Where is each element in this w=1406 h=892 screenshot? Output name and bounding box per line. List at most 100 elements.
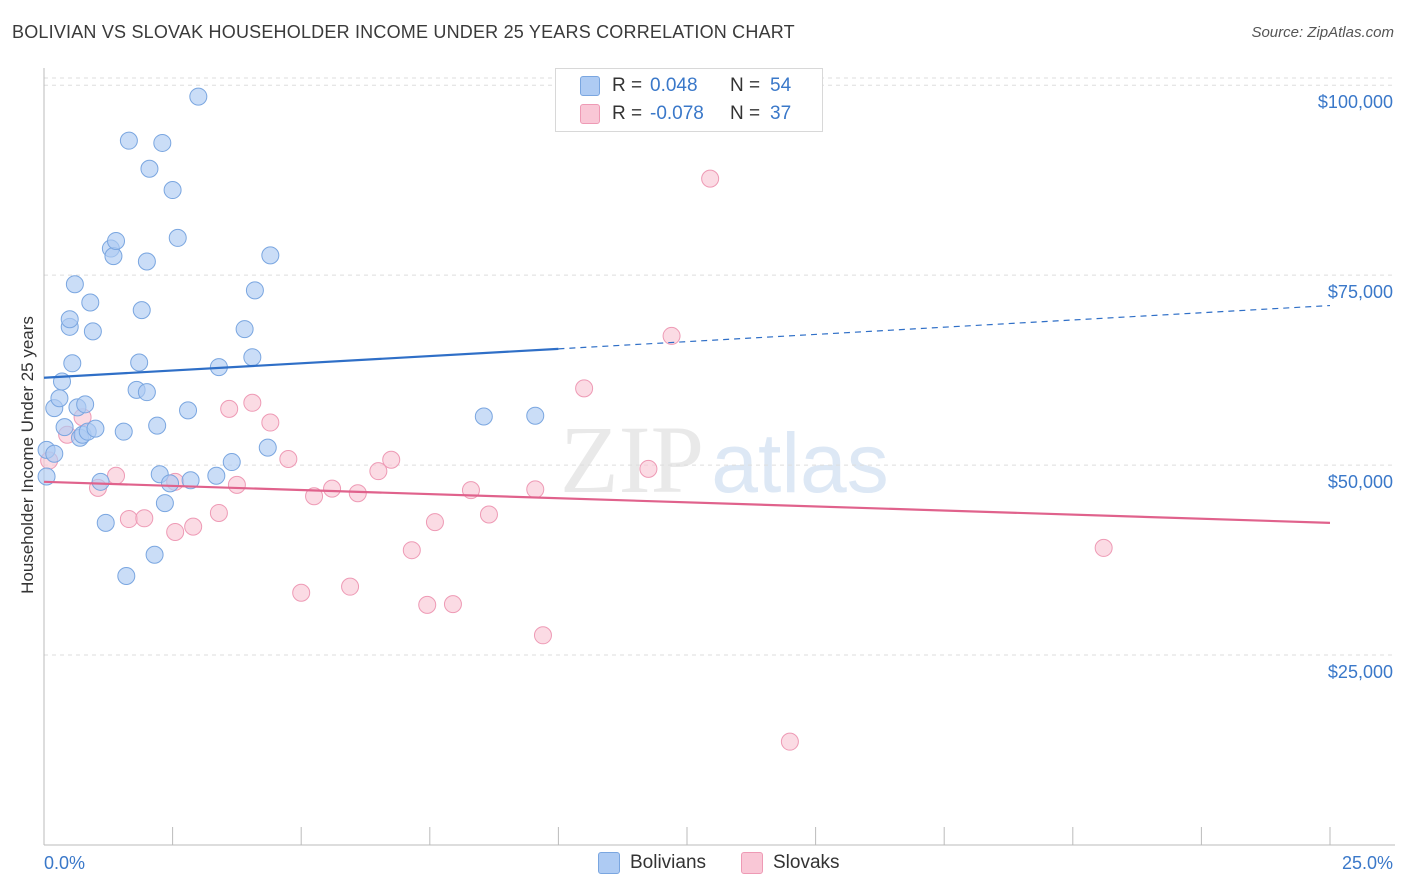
tick-labels: $25,000 $50,000 $75,000 $100,000 0.0% 25.0% xyxy=(44,92,1393,873)
bolivians-trend-line xyxy=(43,347,559,379)
x-tick-label: 25.0% xyxy=(1342,853,1393,873)
bolivian-point xyxy=(50,389,69,408)
bolivian-point xyxy=(86,419,105,438)
y-tick-label: $50,000 xyxy=(1328,472,1393,492)
bolivian-point xyxy=(189,87,208,106)
r-value: -0.078 xyxy=(650,103,704,124)
x-tick-label: 0.0% xyxy=(44,853,85,873)
bolivian-point xyxy=(168,228,187,247)
legend-label-bolivians: Bolivians xyxy=(630,852,707,873)
r-label: R = xyxy=(612,75,643,96)
slovak-point xyxy=(402,541,421,560)
legend-swatch-bolivians xyxy=(598,852,620,874)
slovak-point xyxy=(1094,538,1113,557)
legend-swatch-slovaks xyxy=(741,852,763,874)
slovak-point xyxy=(184,517,203,536)
bolivian-point xyxy=(117,567,136,586)
slovak-point xyxy=(425,513,444,532)
bolivian-point xyxy=(83,322,102,341)
slovak-point xyxy=(526,480,545,499)
slovak-point xyxy=(243,393,262,412)
bolivian-point xyxy=(222,453,241,472)
bolivian-point xyxy=(130,353,149,372)
slovak-point xyxy=(418,595,437,614)
slovak-point xyxy=(107,466,126,485)
slovak-point xyxy=(135,509,154,528)
slovak-point xyxy=(443,595,462,614)
slovak-point xyxy=(662,326,681,345)
slovak-point xyxy=(533,626,552,645)
slovak-point xyxy=(279,450,298,469)
chart-title: BOLIVIAN VS SLOVAK HOUSEHOLDER INCOME UN… xyxy=(12,22,795,42)
slovak-point xyxy=(292,583,311,602)
bolivian-point xyxy=(91,472,110,491)
bolivian-point xyxy=(155,494,174,513)
slovak-point xyxy=(261,413,280,432)
bolivian-point xyxy=(37,467,56,486)
slovak-point xyxy=(369,462,388,481)
bolivian-point xyxy=(132,301,151,320)
slovak-point xyxy=(341,577,360,596)
slovak-point xyxy=(209,503,228,522)
bolivian-point xyxy=(137,383,156,402)
bolivian-point xyxy=(148,416,167,435)
slovak-point xyxy=(220,399,239,418)
bolivian-point xyxy=(45,444,64,463)
watermark-atlas: atlas xyxy=(711,416,888,510)
bolivian-point xyxy=(207,466,226,485)
legend-swatch-bolivians xyxy=(580,76,600,96)
bolivian-point xyxy=(76,395,95,414)
r-label: R = xyxy=(612,103,643,124)
y-tick-label: $100,000 xyxy=(1318,92,1393,112)
watermark: ZIP atlas xyxy=(560,406,889,513)
bolivian-point xyxy=(65,275,84,294)
n-label: N = xyxy=(730,103,761,124)
n-value: 37 xyxy=(770,103,792,124)
slovak-point xyxy=(701,169,720,188)
bolivian-point xyxy=(140,159,159,178)
bolivian-point xyxy=(181,471,200,490)
legend-item-bolivians: Bolivians xyxy=(598,852,706,874)
y-tick-label: $75,000 xyxy=(1328,282,1393,302)
watermark-zip: ZIP xyxy=(560,406,704,513)
bolivian-point xyxy=(145,545,164,564)
y-tick-label: $25,000 xyxy=(1328,662,1393,682)
stats-legend: R = 0.048 N = 54 R = -0.078 N = 37 xyxy=(555,68,823,132)
bolivian-point xyxy=(526,406,545,425)
trend-lines xyxy=(43,304,1331,524)
slovak-point xyxy=(780,732,799,751)
source-label: Source: ZipAtlas.com xyxy=(1251,24,1394,41)
legend-row-bolivians: R = 0.048 N = 54 xyxy=(580,73,791,99)
bolivian-point xyxy=(63,354,82,373)
bolivian-point xyxy=(104,247,123,266)
y-axis-label: Householder Income Under 25 years xyxy=(18,316,37,594)
bolivian-point xyxy=(107,231,126,250)
bolivian-point xyxy=(179,401,198,420)
bolivian-point xyxy=(245,281,264,300)
legend-row-slovaks: R = -0.078 N = 37 xyxy=(580,101,791,127)
slovak-point xyxy=(166,522,185,541)
bolivian-point xyxy=(96,513,115,532)
slovak-point xyxy=(305,487,324,506)
bolivian-point xyxy=(261,246,280,265)
bolivian-point xyxy=(60,310,79,329)
bolivians-points xyxy=(37,87,545,586)
bolivian-point xyxy=(81,293,100,312)
bolivian-point xyxy=(153,133,172,152)
r-value: 0.048 xyxy=(650,75,698,96)
bolivian-point xyxy=(258,438,277,457)
slovak-point xyxy=(348,484,367,503)
axes xyxy=(43,68,1395,846)
slovak-point xyxy=(119,510,138,529)
legend-label-slovaks: Slovaks xyxy=(773,852,840,873)
n-label: N = xyxy=(730,75,761,96)
bolivian-point xyxy=(243,348,262,367)
bolivian-point xyxy=(114,422,133,441)
legend-item-slovaks: Slovaks xyxy=(741,852,840,874)
slovak-point xyxy=(575,379,594,398)
slovaks-trend-line xyxy=(43,480,1331,524)
slovak-point xyxy=(639,459,658,478)
n-value: 54 xyxy=(770,75,792,96)
bolivian-point xyxy=(119,131,138,150)
bolivian-point xyxy=(137,252,156,271)
